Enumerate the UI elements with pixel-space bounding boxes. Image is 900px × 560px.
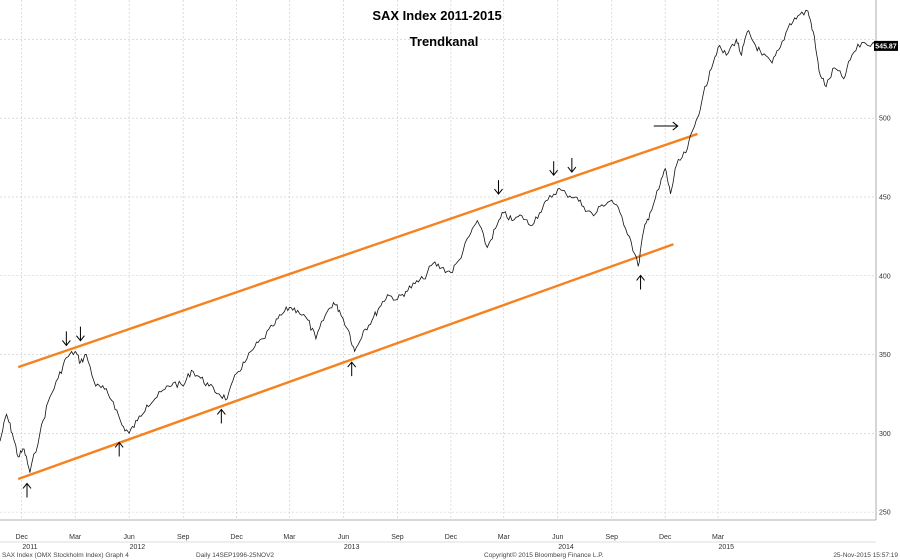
year-label: 2013 <box>344 544 360 551</box>
y-tick-label: 300 <box>879 431 891 438</box>
footer-timestamp: 25-Nov-2015 15:57:19 <box>833 552 898 559</box>
arrow-up-marker <box>216 408 226 424</box>
year-label: 2014 <box>558 544 574 551</box>
arrow-down-marker <box>549 161 559 177</box>
footer-source: SAX Index (OMX Stockholm Index) Graph 4 <box>2 552 129 559</box>
x-tick-label: Dec <box>445 534 458 541</box>
price-series-line <box>0 9 877 473</box>
year-label: 2015 <box>718 544 734 551</box>
chart-subtitle: Trendkanal <box>410 34 479 49</box>
arrow-up-marker <box>22 482 32 498</box>
y-tick-label: 500 <box>879 116 891 123</box>
x-tick-label: Dec <box>230 534 243 541</box>
trend-line-upper <box>17 132 698 369</box>
arrow-up-marker <box>114 441 124 457</box>
arrow-down-marker <box>61 331 71 347</box>
chart-title: SAX Index 2011-2015 <box>372 8 501 23</box>
x-tick-label: Mar <box>283 534 296 541</box>
x-tick-label: Dec <box>659 534 672 541</box>
last-value-label: 545.87 <box>875 43 897 50</box>
x-tick-label: Dec <box>15 534 28 541</box>
x-tick-label: Jun <box>552 534 563 541</box>
x-tick-label: Sep <box>177 534 190 541</box>
y-tick-label: 350 <box>879 352 891 359</box>
arrow-down-marker <box>494 180 503 195</box>
trend-line-lower <box>17 243 674 481</box>
arrow-up-marker <box>636 274 645 290</box>
year-label: 2012 <box>130 544 146 551</box>
year-label: 2011 <box>22 544 37 551</box>
arrow-down-marker <box>567 158 577 173</box>
x-tick-label: Mar <box>712 534 725 541</box>
x-tick-label: Jun <box>338 534 349 541</box>
x-tick-label: Sep <box>606 534 619 541</box>
grid <box>0 0 876 520</box>
x-tick-label: Jun <box>124 534 135 541</box>
annotations <box>22 121 679 498</box>
arrow-right-marker <box>653 121 679 131</box>
y-tick-label: 250 <box>879 510 891 517</box>
last-value-badge <box>874 40 898 51</box>
footer: SAX Index (OMX Stockholm Index) Graph 4 … <box>2 551 898 559</box>
y-tick-label: 450 <box>879 194 891 201</box>
x-tick-label: Mar <box>69 534 82 541</box>
footer-range: Daily 14SEP1996-25NOV2 <box>196 552 274 559</box>
x-tick-label: Mar <box>498 534 511 541</box>
arrow-down-marker <box>76 326 85 342</box>
y-tick-label: 400 <box>879 273 891 280</box>
trend-channel <box>17 132 698 481</box>
x-tick-label: Sep <box>391 534 404 541</box>
footer-copyright: Copyright© 2015 Bloomberg Finance L.P. <box>484 551 604 559</box>
arrow-up-marker <box>347 361 357 377</box>
